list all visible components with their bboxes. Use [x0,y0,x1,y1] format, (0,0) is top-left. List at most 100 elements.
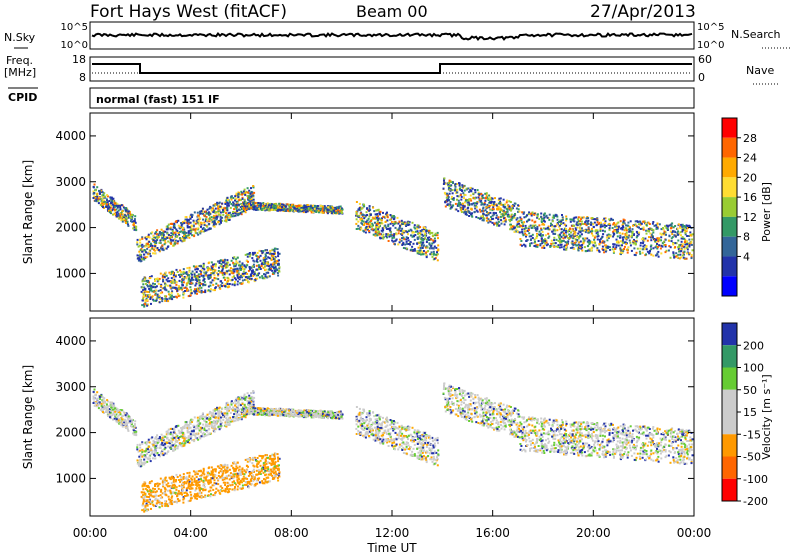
power-echo-point [489,201,491,203]
power-echo-point [157,278,159,280]
power-echo-point [182,284,184,286]
power-echo-point [175,221,177,223]
power-echo-point [605,220,607,222]
power-echo-point [424,227,426,229]
power-echo-point [560,232,562,234]
power-echo-point [379,237,381,239]
power-echo-point [206,226,208,228]
power-echo-point [190,294,192,296]
power-echo-point [692,249,694,251]
power-echo-point [333,210,335,212]
power-echo-point [465,200,467,202]
power-echo-point [148,295,150,297]
power-echo-point [199,217,201,219]
power-echo-point [433,251,435,253]
power-echo-point [494,197,496,199]
power-echo-point [196,293,198,295]
power-echo-point [278,271,280,273]
power-echo-point [521,245,523,247]
power-echo-point [558,244,560,246]
velocity-echo-point [108,405,110,407]
power-echo-point [385,221,387,223]
power-echo-point [613,251,615,253]
colorbar-tick-label: 12 [743,211,757,224]
power-echo-point [215,265,217,267]
power-echo-point [244,273,246,275]
power-echo-point [118,214,120,216]
power-echo-point [433,253,435,255]
power-echo-point [134,220,136,222]
power-echo-point [382,212,384,214]
power-echo-point [643,227,645,229]
power-echo-point [619,235,621,237]
power-echo-point [252,185,254,187]
power-echo-point [202,280,204,282]
velocity-echo-point [125,422,127,424]
power-echo-point [324,207,326,209]
power-echo-point [204,284,206,286]
power-echo-point [164,243,166,245]
power-echo-point [221,263,223,265]
power-echo-point [381,230,383,232]
power-echo-point [112,204,114,206]
power-echo-point [670,227,672,229]
velocity-echo-point [135,431,137,433]
power-echo-point [114,209,116,211]
power-echo-point [191,214,193,216]
power-echo-point [507,209,509,211]
power-echo-point [637,226,639,228]
power-echo-point [408,239,410,241]
power-echo-point [247,253,249,255]
power-echo-point [212,289,214,291]
power-echo-point [112,198,114,200]
power-echo-point [143,287,145,289]
power-echo-point [580,241,582,243]
power-echo-point [494,222,496,224]
power-echo-point [356,212,358,214]
power-echo-point [256,258,258,260]
power-echo-point [179,276,181,278]
power-echo-point [622,242,624,244]
velocity-echo-point [100,409,102,411]
power-echo-point [511,205,513,207]
power-echo-point [372,207,374,209]
power-echo-point [245,202,247,204]
beam-title: Beam 00 [356,2,428,21]
power-echo-point [281,206,283,208]
power-echo-point [491,218,493,220]
power-echo-point [139,259,141,261]
power-echo-point [464,201,466,203]
power-echo-point [356,218,358,220]
power-echo-point [643,229,645,231]
power-echo-point [237,283,239,285]
power-echo-point [690,241,692,243]
power-echo-point [376,209,378,211]
power-echo-point [160,273,162,275]
power-echo-point [592,217,594,219]
power-echo-point [212,221,214,223]
noise-left-tick-bottom: 10^0 [61,40,88,51]
power-echo-point [273,253,275,255]
power-echo-point [556,229,558,231]
power-echo-point [489,209,491,211]
power-echo-point [422,242,424,244]
power-echo-point [461,189,463,191]
power-echo-point [435,254,437,256]
power-echo-point [605,225,607,227]
power-echo-point [606,237,608,239]
power-echo-point [287,210,289,212]
power-echo-point [624,229,626,231]
power-echo-point [250,192,252,194]
power-echo-point [197,277,199,279]
power-echo-point [483,217,485,219]
power-echo-point [679,254,681,256]
power-echo-point [251,278,253,280]
power-echo-point [616,227,618,229]
colorbar-swatch [722,118,737,138]
power-echo-point [224,285,226,287]
power-echo-point [205,211,207,213]
power-echo-point [363,217,365,219]
power-echo-point [294,207,296,209]
power-echo-point [255,279,257,281]
power-echo-point [226,262,228,264]
